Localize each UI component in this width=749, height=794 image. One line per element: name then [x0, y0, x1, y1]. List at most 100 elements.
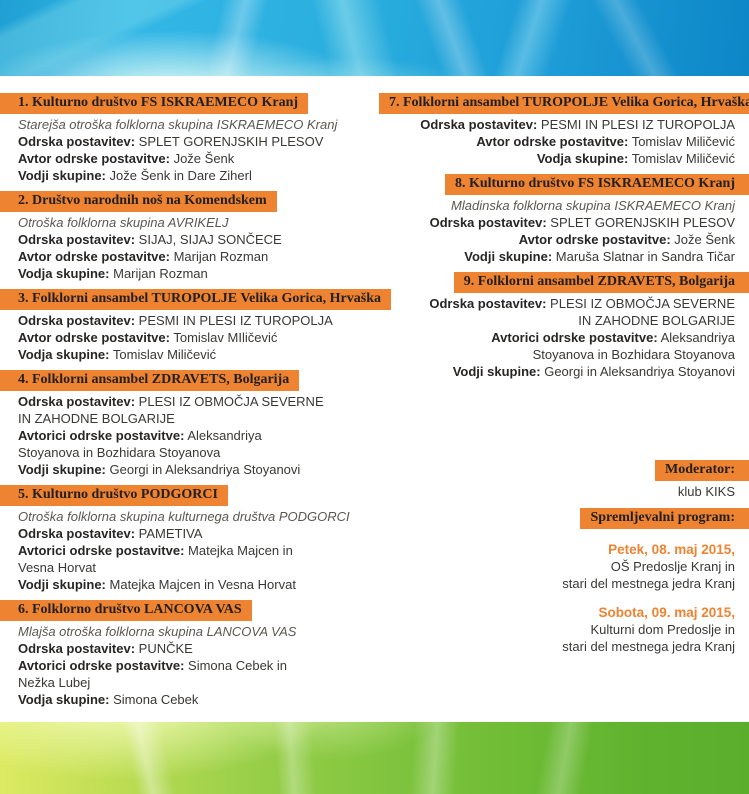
field-line: Avtorici odrske postavitve: Simona Cebek… [18, 657, 374, 674]
program-right-column: 7. Folklorni ansambel TUROPOLJE Velika G… [379, 93, 749, 655]
field-label: Avtorici odrske postavitve: [491, 330, 658, 345]
field-value: Tomislav Miličević [112, 347, 217, 362]
field-line: Odrska postavitev: SIJAJ, SIJAJ SONČECE [18, 231, 374, 248]
field-label: Vodja skupine: [18, 266, 110, 281]
field-value: Matejka Majcen in Vesna Horvat [109, 577, 296, 592]
moderator-name: klub KIKS [677, 484, 735, 499]
group-item-7: 7. Folklorni ansambel TUROPOLJE Velika G… [379, 93, 749, 167]
field-value: PESMI IN PLESI IZ TUROPOLJA [138, 313, 333, 328]
field-line: Avtor odrske postavitve: Jože Šenk [18, 150, 374, 167]
field-label: Avtor odrske postavitve: [518, 232, 671, 247]
field-line: Avtor odrske postavitve: Tomislav MIliče… [18, 329, 374, 346]
group-title: 3. Folklorni ansambel TUROPOLJE Velika G… [18, 291, 382, 306]
field-line: Avtor odrske postavitve: Jože Šenk [379, 231, 735, 248]
side-program-title: Spremljevalni program: [590, 510, 735, 525]
field-label: Odrska postavitev: [18, 313, 136, 328]
field-line: Vodji skupine: Maruša Slatnar in Sandra … [379, 248, 735, 265]
group-title: 7. Folklorni ansambel TUROPOLJE Velika G… [389, 95, 749, 110]
program-entry: Sobota, 09. maj 2015, Kulturni dom Predo… [379, 604, 735, 655]
group-title: 2. Društvo narodnih noš na Komendskem [18, 193, 267, 208]
group-title: 8. Kulturno društvo FS ISKRAEMECO Kranj [454, 176, 735, 191]
field-line: Vodji skupine: Jože Šenk in Dare Ziherl [18, 167, 374, 184]
group-title-bar: 2. Društvo narodnih noš na Komendskem [0, 191, 277, 212]
field-value: Jože Šenk [173, 151, 235, 166]
group-subtitle: Mladinska folklorna skupina ISKRAEMECO K… [451, 198, 735, 213]
event-location-line: OŠ Predoslje Kranj in [610, 559, 735, 574]
field-value: PUNČKE [138, 641, 193, 656]
group-title: 4. Folklorni ansambel ZDRAVETS, Bolgarij… [18, 372, 290, 387]
field-value: SPLET GORENJSKIH PLESOV [138, 134, 324, 149]
field-label: Avtor odrske postavitve: [18, 151, 170, 166]
group-title: 5. Kulturno društvo PODGORCI [18, 487, 218, 502]
field-value: Georgi in Aleksandriya Stoyanovi [544, 364, 735, 379]
group-subtitle: Otroška folklorna skupina AVRIKELJ [18, 215, 229, 230]
group-title: 6. Folklorno društvo LANCOVA VAS [18, 602, 242, 617]
field-label: Odrska postavitev: [420, 117, 538, 132]
field-value: Stoyanova in Bozhidara Stoyanova [532, 347, 735, 362]
group-item-4: 4. Folklorni ansambel ZDRAVETS, Bolgarij… [0, 370, 374, 478]
field-value: PAMETIVA [138, 526, 203, 541]
field-line: Odrska postavitev: PLESI IZ OBMOČJA SEVE… [18, 393, 374, 410]
field-label: Avtorici odrske postavitve: [18, 428, 185, 443]
field-value: IN ZAHODNE BOLGARIJE [18, 411, 175, 426]
field-value: PLESI IZ OBMOČJA SEVERNE [138, 394, 324, 409]
side-program-section: Spremljevalni program: Petek, 08. maj 20… [379, 508, 749, 655]
event-date: Petek, 08. maj 2015, [608, 542, 735, 557]
group-item-2: 2. Društvo narodnih noš na Komendskem Ot… [0, 191, 374, 282]
field-value: Simona Cebek in [188, 658, 288, 673]
field-label: Vodja skupine: [18, 692, 110, 707]
field-line: IN ZAHODNE BOLGARIJE [379, 312, 735, 329]
group-title-bar: 6. Folklorno društvo LANCOVA VAS [0, 600, 252, 621]
field-value: Simona Cebek [113, 692, 199, 707]
group-item-8: 8. Kulturno društvo FS ISKRAEMECO Kranj … [379, 174, 749, 265]
field-value: Tomislav Miličević [631, 134, 735, 149]
side-program-title-bar: Spremljevalni program: [580, 508, 749, 529]
group-title-bar: 7. Folklorni ansambel TUROPOLJE Velika G… [379, 93, 749, 114]
group-item-9: 9. Folklorni ansambel ZDRAVETS, Bolgarij… [379, 272, 749, 380]
field-line: Odrska postavitev: PUNČKE [18, 640, 374, 657]
field-line: Odrska postavitev: SPLET GORENJSKIH PLES… [18, 133, 374, 150]
field-line: Vodja skupine: Tomislav Miličević [379, 150, 735, 167]
event-location-line: Kulturni dom Predoslje in [590, 622, 735, 637]
field-value: Maruša Slatnar in Sandra Tičar [555, 249, 735, 264]
event-location-line: stari del mestnega jedra Kranj [562, 639, 735, 654]
field-line: Odrska postavitev: PLESI IZ OBMOČJA SEVE… [379, 295, 735, 312]
event-location-line: stari del mestnega jedra Kranj [562, 576, 735, 591]
field-line: Vodji skupine: Matejka Majcen in Vesna H… [18, 576, 374, 593]
field-value: Vesna Horvat [18, 560, 97, 575]
group-title-bar: 5. Kulturno društvo PODGORCI [0, 485, 228, 506]
field-label: Avtor odrske postavitve: [18, 330, 170, 345]
field-label: Vodja skupine: [18, 347, 110, 362]
field-line: Vodja skupine: Tomislav Miličević [18, 346, 374, 363]
field-label: Avtorici odrske postavitve: [18, 543, 185, 558]
group-title-bar: 3. Folklorni ansambel TUROPOLJE Velika G… [0, 289, 392, 310]
group-item-3: 3. Folklorni ansambel TUROPOLJE Velika G… [0, 289, 392, 363]
footer-banner-image [0, 722, 749, 794]
field-label: Avtorici odrske postavitve: [18, 658, 185, 673]
field-label: Odrska postavitev: [18, 232, 136, 247]
field-line: Avtorici odrske postavitve: Aleksandriya [18, 427, 374, 444]
field-value: Tomislav Miličević [631, 151, 735, 166]
field-label: Odrska postavitev: [429, 296, 547, 311]
field-line: Avtorici odrske postavitve: Aleksandriya [379, 329, 735, 346]
field-label: Avtor odrske postavitve: [18, 249, 170, 264]
field-value: Jože Šenk [674, 232, 735, 247]
field-line: Odrska postavitev: PAMETIVA [18, 525, 374, 542]
field-label: Odrska postavitev: [429, 215, 547, 230]
field-line: Avtorici odrske postavitve: Matejka Majc… [18, 542, 374, 559]
field-value: Matejka Majcen in [188, 543, 293, 558]
field-line: Vodji skupine: Georgi in Aleksandriya St… [379, 363, 735, 380]
field-value: IN ZAHODNE BOLGARIJE [578, 313, 735, 328]
field-value: Stoyanova in Bozhidara Stoyanova [18, 445, 221, 460]
group-item-1: 1. Kulturno društvo FS ISKRAEMECO Kranj … [0, 93, 374, 184]
field-label: Vodji skupine: [18, 577, 106, 592]
field-label: Vodji skupine: [464, 249, 553, 264]
moderator-title-bar: Moderator: [655, 460, 749, 481]
moderator-title: Moderator: [665, 462, 735, 477]
group-subtitle: Otroška folklorna skupina kulturnega dru… [18, 509, 350, 524]
moderator-section: Moderator: klub KIKS [379, 460, 749, 500]
group-subtitle: Mlajša otroška folklorna skupina LANCOVA… [18, 624, 297, 639]
field-line: Stoyanova in Bozhidara Stoyanova [379, 346, 735, 363]
field-label: Vodji skupine: [18, 462, 106, 477]
field-value: Nežka Lubej [18, 675, 91, 690]
